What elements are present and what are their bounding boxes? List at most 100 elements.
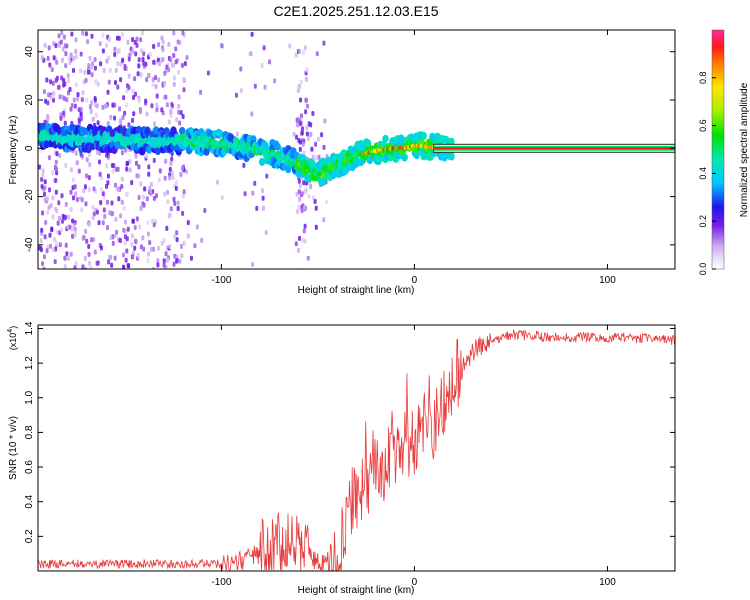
noise-cell bbox=[154, 84, 158, 90]
noise-cell bbox=[140, 30, 144, 36]
noise-cell bbox=[108, 67, 112, 73]
noise-cell bbox=[72, 68, 75, 73]
noise-cell bbox=[156, 245, 160, 251]
noise-cell bbox=[312, 195, 315, 201]
noise-cell bbox=[310, 146, 314, 152]
noise-cell bbox=[84, 201, 88, 207]
noise-cell bbox=[101, 32, 105, 38]
noise-cell bbox=[160, 240, 164, 246]
noise-cell bbox=[175, 230, 179, 236]
noise-cell bbox=[195, 224, 199, 230]
noise-cell bbox=[57, 43, 61, 49]
noise-cell bbox=[320, 132, 324, 138]
noise-cell bbox=[87, 69, 90, 75]
noise-cell bbox=[298, 146, 302, 152]
noise-cell bbox=[169, 57, 173, 63]
noise-cell bbox=[298, 183, 302, 189]
noise-cell bbox=[305, 125, 309, 131]
noise-cell bbox=[157, 77, 160, 83]
noise-cell bbox=[81, 90, 85, 96]
snr-plot-area bbox=[38, 325, 675, 571]
noise-cell bbox=[131, 49, 135, 55]
noise-cell bbox=[182, 77, 186, 82]
noise-cell bbox=[145, 196, 149, 202]
noise-cell bbox=[172, 75, 176, 81]
noise-cell bbox=[40, 184, 44, 190]
noise-cell bbox=[123, 234, 127, 240]
noise-cell bbox=[306, 255, 310, 261]
colorbar-gradient bbox=[712, 30, 724, 269]
noise-cell bbox=[251, 262, 255, 267]
noise-cell bbox=[88, 104, 92, 110]
noise-cell bbox=[235, 92, 238, 98]
noise-cell bbox=[85, 238, 89, 244]
noise-cell bbox=[309, 131, 313, 137]
noise-cell bbox=[85, 97, 89, 103]
noise-cell bbox=[300, 113, 303, 119]
noise-cell bbox=[322, 217, 326, 223]
noise-cell bbox=[139, 37, 143, 43]
noise-cell bbox=[183, 61, 187, 67]
y-tick-label: 1.2 bbox=[24, 356, 35, 370]
noise-cell bbox=[137, 164, 141, 170]
noise-cell bbox=[59, 39, 63, 45]
noise-cell bbox=[145, 111, 149, 117]
noise-cell bbox=[72, 195, 75, 201]
noise-cell bbox=[297, 138, 301, 143]
noise-cell bbox=[99, 200, 103, 206]
noise-cell bbox=[79, 68, 83, 74]
noise-cell bbox=[144, 153, 148, 159]
noise-cell bbox=[47, 155, 51, 161]
noise-cell bbox=[147, 72, 151, 78]
noise-cell bbox=[65, 97, 69, 103]
noise-cell bbox=[62, 96, 66, 102]
noise-cell bbox=[86, 39, 90, 45]
noise-cell bbox=[75, 54, 79, 60]
noise-cell bbox=[305, 97, 308, 103]
noise-cell bbox=[184, 169, 188, 175]
ridge-cell bbox=[448, 137, 455, 146]
noise-cell bbox=[172, 82, 176, 87]
noise-cell bbox=[96, 120, 100, 126]
noise-cell bbox=[102, 207, 106, 213]
noise-cell bbox=[79, 152, 83, 158]
noise-cell bbox=[58, 153, 62, 159]
noise-cell bbox=[80, 197, 84, 203]
noise-cell bbox=[57, 33, 61, 39]
noise-cell bbox=[253, 180, 257, 186]
noise-cell bbox=[103, 103, 107, 109]
noise-cell bbox=[47, 205, 51, 210]
noise-cell bbox=[126, 263, 130, 269]
noise-cell bbox=[146, 220, 150, 226]
spectrogram-axes: -100 0 100 -40 -20 0 20 40 bbox=[24, 30, 675, 286]
noise-cell bbox=[306, 103, 310, 109]
noise-cell bbox=[74, 150, 78, 156]
noise-cell bbox=[142, 202, 146, 208]
ridge-cell bbox=[179, 126, 186, 135]
noise-cell bbox=[94, 79, 98, 85]
noise-cell bbox=[177, 109, 181, 115]
noise-cell bbox=[178, 258, 182, 264]
noise-cell bbox=[116, 49, 120, 55]
noise-cell bbox=[105, 199, 109, 205]
noise-cell bbox=[66, 73, 70, 79]
noise-cell bbox=[66, 255, 70, 261]
noise-cell bbox=[136, 71, 140, 77]
noise-cell bbox=[103, 213, 107, 219]
colorbar-tick-label: 0.2 bbox=[698, 215, 708, 228]
noise-cell bbox=[43, 42, 47, 48]
spectrogram-frame bbox=[37, 29, 676, 270]
ridge-cell bbox=[285, 165, 292, 174]
noise-cell bbox=[93, 96, 97, 101]
noise-cell bbox=[255, 205, 259, 211]
y-tick-label: 1.0 bbox=[24, 390, 35, 404]
noise-cell bbox=[107, 37, 111, 43]
noise-cell bbox=[69, 189, 73, 195]
noise-cell bbox=[151, 82, 155, 88]
noise-cell bbox=[263, 84, 267, 90]
noise-cell bbox=[107, 173, 110, 179]
noise-cell bbox=[239, 88, 243, 94]
noise-cell bbox=[168, 175, 172, 181]
noise-cell bbox=[122, 205, 126, 211]
